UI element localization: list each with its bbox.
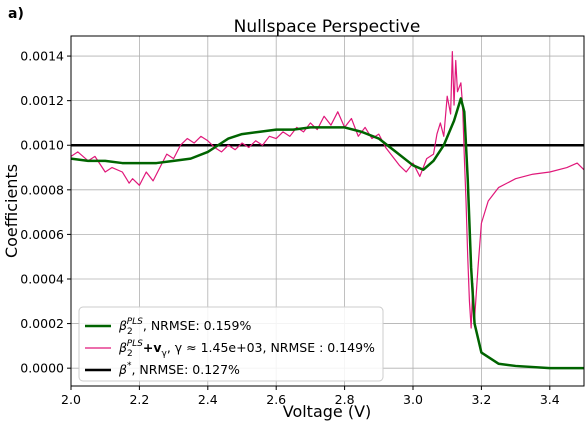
- y-tick-label: 0.0012: [20, 93, 64, 108]
- chart-title: Nullspace Perspective: [234, 17, 421, 37]
- x-tick-label: 3.2: [471, 392, 491, 407]
- legend-label-pls: β2PLS, NRMSE: 0.159%: [118, 317, 251, 337]
- x-tick-label: 3.0: [403, 392, 423, 407]
- legend-item-pls-nullspace: β2PLS+vγ, γ ≈ 1.45e+03, NRMSE : 0.149%: [85, 339, 375, 359]
- legend: β2PLS, NRMSE: 0.159% β2PLS+vγ, γ ≈ 1.45e…: [78, 306, 384, 382]
- x-tick-label: 2.0: [61, 392, 81, 407]
- plot-series: [70, 51, 585, 370]
- y-tick-label: 0.0004: [20, 271, 64, 286]
- series-pls-nullspace-line: [70, 51, 585, 329]
- x-tick-label: 2.4: [198, 392, 218, 407]
- panel-label: a): [8, 6, 24, 22]
- y-tick-label: 0.0000: [20, 361, 64, 376]
- y-tick-label: 0.0010: [20, 138, 64, 153]
- x-tick-label: 2.6: [266, 392, 286, 407]
- legend-item-true-beta: β*, NRMSE: 0.127%: [85, 361, 240, 377]
- y-axis-label: Coefficients: [2, 164, 21, 258]
- x-tick-label: 2.8: [335, 392, 355, 407]
- y-axis-ticks: 0.0000 0.0002 0.0004 0.0006 0.0008 0.0010 0.00…: [20, 49, 71, 376]
- x-axis-label: Voltage (V): [283, 402, 372, 421]
- y-tick-label: 0.0002: [20, 316, 64, 331]
- x-tick-label: 3.4: [540, 392, 560, 407]
- legend-label-pls-nullspace: β2PLS+vγ, γ ≈ 1.45e+03, NRMSE : 0.149%: [118, 339, 375, 359]
- x-axis-ticks: 2.0 2.2 2.4 2.6 2.8 3.0 3.2 3.4: [61, 386, 560, 407]
- legend-item-pls: β2PLS, NRMSE: 0.159%: [85, 317, 251, 337]
- series-pls-line: [70, 97, 584, 370]
- y-tick-label: 0.0008: [20, 182, 64, 197]
- plot-frame: [70, 35, 585, 387]
- legend-label-true-beta: β*, NRMSE: 0.127%: [118, 361, 240, 377]
- y-tick-label: 0.0014: [20, 49, 64, 64]
- legend-box: [78, 306, 384, 382]
- x-tick-label: 2.2: [129, 392, 149, 407]
- y-tick-label: 0.0006: [20, 227, 64, 242]
